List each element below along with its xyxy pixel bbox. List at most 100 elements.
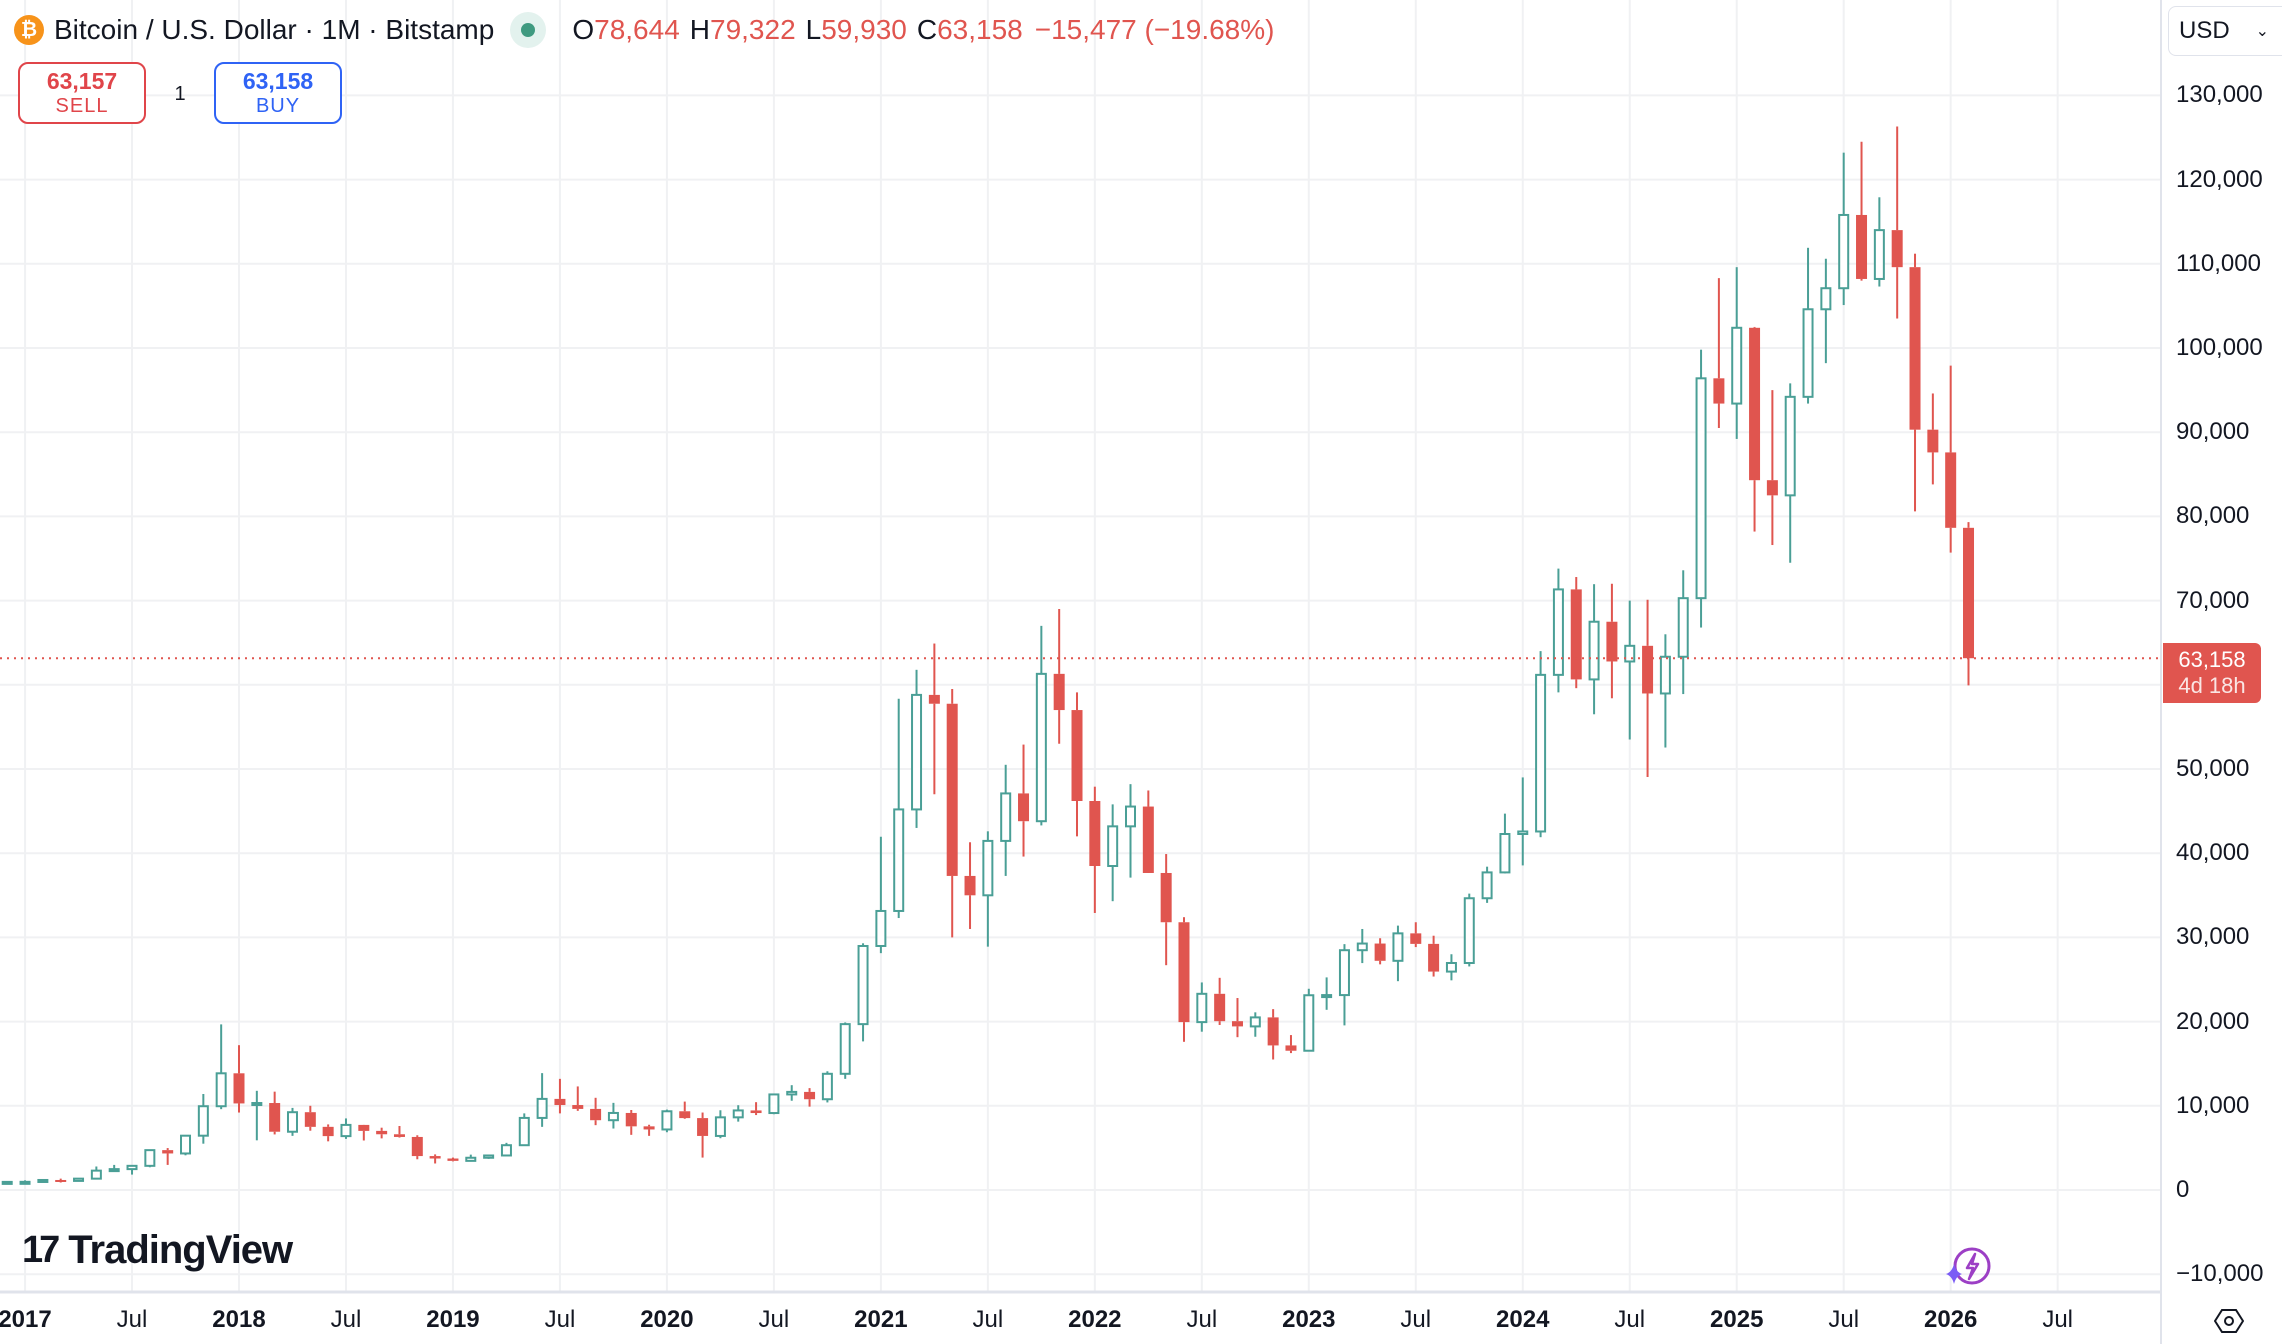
- candle: [1499, 813, 1511, 874]
- chevron-down-icon: ⌄: [2255, 23, 2269, 40]
- candle: [1231, 998, 1243, 1038]
- time-axis-month-label: Jul: [1828, 1306, 1860, 1333]
- tradingview-wordmark: TradingView: [68, 1228, 293, 1272]
- candle: [893, 698, 905, 919]
- ai-assistant-icon[interactable]: [1944, 1244, 1994, 1294]
- candle: [1125, 784, 1136, 878]
- price-axis-label: 30,000: [2176, 923, 2250, 951]
- candle: [804, 1088, 816, 1107]
- buy-price: 63,158: [242, 68, 314, 94]
- sell-button[interactable]: 63,157 SELL: [18, 62, 146, 124]
- candle: [1945, 365, 1957, 553]
- current-price-value: 63,158: [2178, 647, 2246, 672]
- candle: [108, 1164, 120, 1173]
- candle: [821, 1071, 833, 1103]
- candle: [554, 1078, 566, 1114]
- candle: [536, 1073, 548, 1127]
- candle: [1535, 651, 1547, 838]
- candle: [358, 1124, 370, 1141]
- currency-select[interactable]: USD ⌄: [2168, 6, 2282, 56]
- candle: [911, 669, 923, 828]
- time-axis-year-label: 2025: [1710, 1306, 1764, 1333]
- candle: [1374, 938, 1386, 965]
- time-axis-month-label: Jul: [2042, 1306, 2073, 1333]
- candle: [661, 1109, 673, 1133]
- price-axis-label: 120,000: [2176, 165, 2263, 193]
- candle: [180, 1134, 192, 1156]
- time-axis-month-label: Jul: [1400, 1306, 1432, 1333]
- candle: [1018, 744, 1030, 857]
- candle: [251, 1090, 263, 1141]
- quantity-value[interactable]: 1: [174, 83, 186, 105]
- time-axis-month-label: Jul: [1186, 1306, 1218, 1333]
- candle: [1927, 393, 1939, 485]
- candle: [1089, 786, 1101, 913]
- time-axis-month-label: Jul: [330, 1306, 362, 1333]
- sell-label: SELL: [55, 95, 109, 117]
- buy-label: BUY: [255, 95, 301, 117]
- candle: [1, 1180, 13, 1185]
- buy-button[interactable]: 63,158 BUY: [214, 62, 342, 124]
- candle: [1160, 854, 1172, 966]
- candle: [1249, 1012, 1261, 1037]
- close-value: 63,158: [937, 14, 1023, 45]
- candle: [1356, 928, 1368, 964]
- currency-value: USD: [2179, 17, 2230, 44]
- candle: [1891, 126, 1903, 319]
- candle: [233, 1045, 245, 1113]
- market-status-indicator[interactable]: [510, 12, 547, 48]
- candle: [73, 1177, 85, 1182]
- candle: [162, 1148, 174, 1165]
- symbol-legend: ₿ Bitcoin / U.S. Dollar · 1M · Bitstamp …: [14, 12, 1274, 48]
- candle: [857, 943, 869, 1042]
- chart-grid: [0, 0, 2161, 1292]
- time-axis-year-label: 2017: [0, 1306, 52, 1333]
- tradingview-logo[interactable]: 17 TradingView: [22, 1228, 293, 1273]
- price-axis-label: 50,000: [2176, 755, 2250, 782]
- candle: [1303, 988, 1315, 1052]
- candle: [1445, 954, 1457, 981]
- candle: [1392, 925, 1404, 982]
- candle: [679, 1101, 691, 1119]
- candle: [1410, 922, 1422, 948]
- candles: [1, 126, 1975, 1185]
- candle: [1267, 1009, 1279, 1060]
- candle: [643, 1124, 655, 1136]
- price-axis-label: 0: [2176, 1176, 2190, 1203]
- candle: [90, 1166, 102, 1180]
- candle: [1552, 568, 1564, 693]
- bar-countdown: 4d 18h: [2178, 673, 2246, 698]
- candle: [1570, 577, 1582, 689]
- candle: [19, 1180, 31, 1185]
- trade-panel: 63,157 SELL 1 63,158 BUY: [18, 62, 342, 124]
- candle: [1695, 349, 1707, 628]
- symbol-title[interactable]: Bitcoin / U.S. Dollar · 1M · Bitstamp: [54, 14, 495, 45]
- price-axis-label: 80,000: [2176, 502, 2250, 530]
- candle: [215, 1024, 227, 1110]
- candle: [786, 1085, 798, 1101]
- candle: [1624, 600, 1636, 740]
- candle: [269, 1091, 281, 1135]
- candle: [1642, 599, 1654, 777]
- candle: [500, 1142, 512, 1157]
- candle: [1214, 977, 1226, 1025]
- price-axis-label: 20,000: [2176, 1007, 2250, 1035]
- candle: [946, 689, 958, 938]
- settings-hexagon-icon[interactable]: [2214, 1308, 2244, 1334]
- candle: [340, 1118, 352, 1139]
- low-label: L: [805, 14, 822, 45]
- candle: [37, 1178, 49, 1183]
- time-axis-month-label: Jul: [1614, 1306, 1646, 1333]
- candle: [768, 1093, 780, 1115]
- candle: [1000, 764, 1012, 876]
- candle: [875, 836, 887, 954]
- time-axis-year-label: 2026: [1923, 1306, 1978, 1333]
- open-value: 78,644: [594, 14, 680, 45]
- time-axis-year-label: 2024: [1496, 1306, 1550, 1333]
- time-axis-month-label: Jul: [544, 1306, 576, 1333]
- candle: [1321, 977, 1333, 1010]
- tradingview-mark-icon: 17: [22, 1229, 60, 1271]
- high-label: H: [689, 14, 710, 45]
- candle: [1517, 777, 1529, 866]
